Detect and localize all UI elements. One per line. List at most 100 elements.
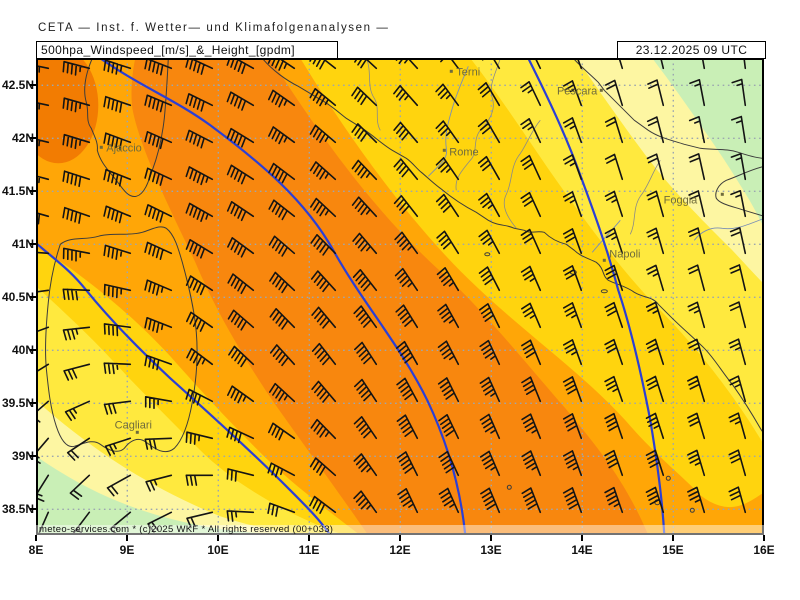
wind-barb bbox=[520, 80, 542, 107]
wind-barb bbox=[577, 60, 583, 70]
wind-barb bbox=[687, 301, 706, 329]
city-label-pescara: Pescara bbox=[557, 85, 598, 97]
wind-barb bbox=[728, 486, 747, 514]
wind-barb bbox=[604, 486, 624, 514]
wind-barb bbox=[687, 449, 706, 477]
wind-barb bbox=[687, 338, 706, 366]
wind-barb bbox=[435, 193, 460, 218]
wind-barb bbox=[604, 412, 624, 440]
wind-barb bbox=[728, 412, 747, 440]
wind-barb bbox=[520, 302, 542, 329]
wind-barb bbox=[562, 154, 583, 181]
rivers bbox=[427, 66, 762, 253]
wind-barb bbox=[604, 190, 624, 218]
wind-barb bbox=[604, 338, 624, 366]
wind-barb bbox=[604, 79, 624, 107]
wind-barb bbox=[687, 486, 706, 514]
wind-barb bbox=[435, 157, 460, 181]
wind-barb bbox=[645, 375, 665, 403]
wind-barb bbox=[144, 395, 173, 409]
city-label-napoli: Napoli bbox=[609, 248, 640, 260]
wind-barb bbox=[689, 78, 706, 107]
wind-barb bbox=[38, 400, 50, 423]
wind-barb bbox=[479, 413, 501, 440]
wind-barb bbox=[185, 311, 214, 332]
lat-tick bbox=[30, 84, 36, 86]
wind-barb bbox=[396, 414, 419, 440]
wind-barb bbox=[267, 462, 296, 478]
wind-barb bbox=[226, 164, 255, 185]
lat-tick bbox=[30, 190, 36, 192]
wind-barb bbox=[396, 377, 419, 403]
wind-barb bbox=[604, 301, 624, 329]
city-dot-terni bbox=[449, 69, 453, 73]
wind-barb bbox=[309, 124, 337, 144]
lat-tick bbox=[30, 349, 36, 351]
wind-barb bbox=[226, 60, 255, 75]
lon-tick bbox=[35, 535, 37, 541]
wind-barb bbox=[72, 511, 91, 533]
attribution-bar: meteo-services.com * (c)2025 WKF * All r… bbox=[36, 525, 764, 535]
wind-barb bbox=[268, 199, 296, 221]
lon-label-16E: 16E bbox=[753, 543, 775, 557]
wind-barb bbox=[604, 375, 624, 403]
wind-barb bbox=[730, 115, 747, 144]
river-tiber bbox=[427, 66, 469, 177]
wind-barb bbox=[562, 376, 583, 403]
city-label-cagliari: Cagliari bbox=[115, 419, 152, 431]
wind-barb bbox=[687, 227, 706, 255]
wind-barb bbox=[144, 279, 173, 296]
city-dot-cagliari bbox=[135, 430, 139, 434]
wind-barb bbox=[731, 78, 747, 107]
coast-adriatic bbox=[574, 60, 762, 159]
lon-label-8E: 8E bbox=[28, 543, 44, 557]
wind-barb bbox=[435, 83, 460, 107]
wind-barb bbox=[562, 450, 583, 477]
wind-barb bbox=[604, 449, 624, 477]
wind-barb bbox=[562, 265, 583, 292]
wind-barb bbox=[604, 116, 624, 144]
wind-barb bbox=[521, 450, 542, 477]
wind-barb bbox=[438, 450, 460, 477]
wind-barb bbox=[38, 511, 50, 533]
wind-barb bbox=[226, 91, 255, 111]
wind-barb bbox=[147, 511, 173, 533]
lat-tick bbox=[30, 402, 36, 404]
lat-label-39N: 39N bbox=[11, 449, 34, 463]
wind-barb bbox=[311, 306, 337, 329]
wind-barb bbox=[438, 413, 460, 440]
island-ponza bbox=[484, 252, 491, 257]
wind-barb bbox=[103, 132, 132, 150]
wind-barb bbox=[185, 238, 214, 259]
wind-barb bbox=[645, 486, 665, 514]
wind-barb bbox=[562, 302, 583, 329]
lon-label-12E: 12E bbox=[389, 543, 411, 557]
wind-barb bbox=[103, 60, 132, 75]
height-contour-3 bbox=[38, 243, 331, 533]
island-capri bbox=[600, 289, 608, 294]
wind-barb bbox=[353, 378, 378, 403]
wind-barb bbox=[477, 82, 501, 107]
wind-barb bbox=[477, 155, 501, 181]
lat-label-41N: 41N bbox=[11, 237, 34, 251]
lat-tick bbox=[30, 508, 36, 510]
city-label-terni: Terni bbox=[456, 66, 480, 78]
city-label-rome: Rome bbox=[449, 146, 478, 158]
city-labels: Terni Pescara Rome Ajaccio Foggia Napoli Cagli… bbox=[99, 66, 724, 434]
wind-barb bbox=[520, 154, 542, 181]
city-label-foggia: Foggia bbox=[664, 194, 699, 206]
wind-barb bbox=[477, 118, 501, 144]
wind-barb bbox=[268, 162, 296, 184]
wind-barb bbox=[267, 422, 296, 441]
wind-barb bbox=[311, 380, 337, 403]
wind-barb bbox=[604, 153, 624, 181]
wind-barb bbox=[145, 474, 173, 492]
wind-barb bbox=[185, 474, 214, 486]
wind-barb bbox=[64, 400, 91, 421]
river-volturno bbox=[591, 220, 621, 253]
lat-tick bbox=[30, 243, 36, 245]
wind-barb bbox=[435, 120, 460, 144]
lat-label-42.5N: 42.5N bbox=[1, 78, 34, 92]
city-dot-rome bbox=[442, 148, 446, 152]
wind-barb bbox=[396, 451, 419, 477]
